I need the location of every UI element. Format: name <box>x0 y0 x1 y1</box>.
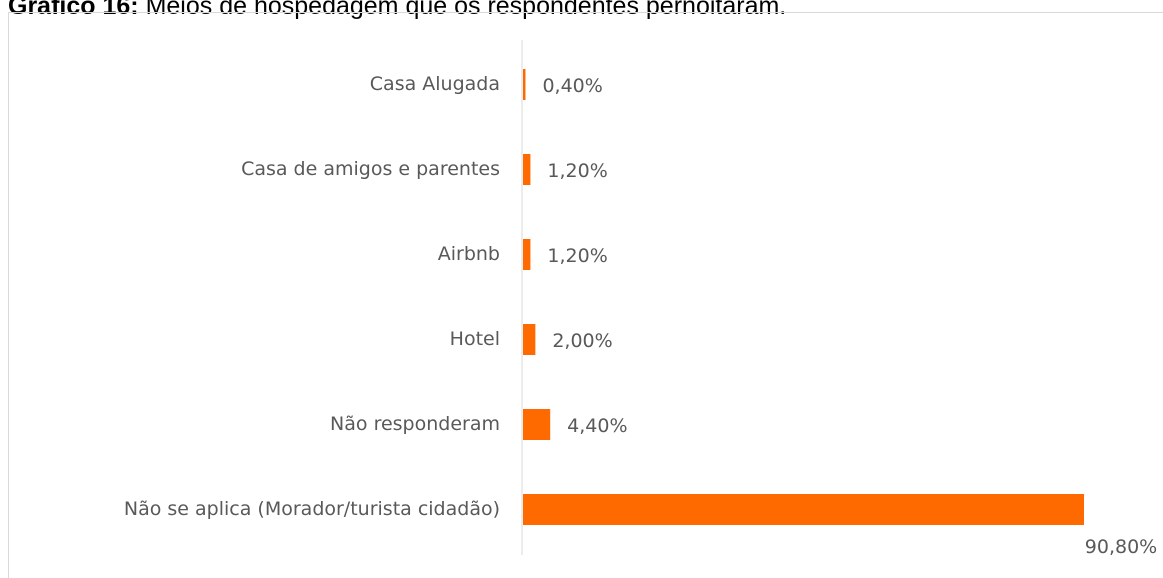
y-tick-label: Casa de amigos e parentes <box>241 158 500 180</box>
bar <box>523 409 551 440</box>
data-label: 2,00% <box>552 330 612 352</box>
data-label: 4,40% <box>567 415 627 437</box>
y-tick-label: Não se aplica (Morador/turista cidadão) <box>124 498 500 520</box>
data-label: 1,20% <box>547 160 607 182</box>
chart-border <box>8 12 1163 578</box>
bar <box>523 154 531 185</box>
data-label: 1,20% <box>547 245 607 267</box>
title-text: Meios de hospedagem que os respondentes … <box>146 0 787 20</box>
chart-title: Gráfico 16: Meios de hospedagem que os r… <box>8 0 786 20</box>
y-tick-label: Casa Alugada <box>370 73 500 95</box>
y-tick-label: Não responderam <box>330 413 500 435</box>
data-label: 0,40% <box>542 75 602 97</box>
y-tick-label: Hotel <box>450 328 500 350</box>
data-label: 90,80% <box>1085 536 1157 558</box>
bar <box>523 239 531 270</box>
y-tick-label: Airbnb <box>438 243 500 265</box>
title-prefix: Gráfico 16: <box>8 0 139 20</box>
bar <box>523 494 1084 525</box>
bar <box>523 324 536 355</box>
bar <box>523 69 526 100</box>
